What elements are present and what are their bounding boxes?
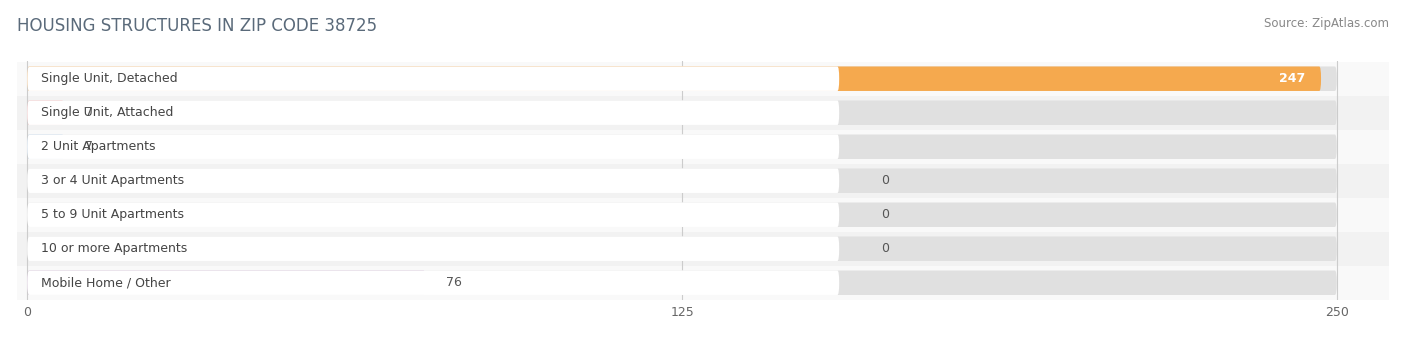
Text: 2 Unit Apartments: 2 Unit Apartments xyxy=(41,140,156,153)
FancyBboxPatch shape xyxy=(27,134,1337,159)
FancyBboxPatch shape xyxy=(27,237,839,261)
Bar xyxy=(17,62,1389,96)
FancyBboxPatch shape xyxy=(27,66,839,91)
FancyBboxPatch shape xyxy=(27,134,65,159)
Text: 247: 247 xyxy=(1279,72,1305,85)
FancyBboxPatch shape xyxy=(27,270,839,295)
Text: Single Unit, Detached: Single Unit, Detached xyxy=(41,72,179,85)
FancyBboxPatch shape xyxy=(27,203,839,227)
Text: Mobile Home / Other: Mobile Home / Other xyxy=(41,276,172,289)
FancyBboxPatch shape xyxy=(27,270,1337,295)
FancyBboxPatch shape xyxy=(27,168,839,193)
Bar xyxy=(17,96,1389,130)
Bar xyxy=(17,232,1389,266)
Text: 5 to 9 Unit Apartments: 5 to 9 Unit Apartments xyxy=(41,208,184,221)
Text: 7: 7 xyxy=(84,140,93,153)
FancyBboxPatch shape xyxy=(27,168,1337,193)
Text: Single Unit, Attached: Single Unit, Attached xyxy=(41,106,174,119)
FancyBboxPatch shape xyxy=(27,270,426,295)
FancyBboxPatch shape xyxy=(27,66,1337,91)
FancyBboxPatch shape xyxy=(27,101,839,125)
Text: HOUSING STRUCTURES IN ZIP CODE 38725: HOUSING STRUCTURES IN ZIP CODE 38725 xyxy=(17,17,377,35)
Bar xyxy=(17,198,1389,232)
Bar xyxy=(17,266,1389,300)
FancyBboxPatch shape xyxy=(27,237,1337,261)
Text: 0: 0 xyxy=(882,174,889,187)
Text: 0: 0 xyxy=(882,242,889,255)
Bar xyxy=(17,164,1389,198)
Text: 7: 7 xyxy=(84,106,93,119)
Text: 76: 76 xyxy=(446,276,463,289)
Text: 0: 0 xyxy=(882,208,889,221)
Text: Source: ZipAtlas.com: Source: ZipAtlas.com xyxy=(1264,17,1389,30)
FancyBboxPatch shape xyxy=(27,101,1337,125)
Text: 3 or 4 Unit Apartments: 3 or 4 Unit Apartments xyxy=(41,174,184,187)
FancyBboxPatch shape xyxy=(27,66,1322,91)
FancyBboxPatch shape xyxy=(27,134,839,159)
FancyBboxPatch shape xyxy=(27,203,1337,227)
FancyBboxPatch shape xyxy=(27,101,65,125)
Text: 10 or more Apartments: 10 or more Apartments xyxy=(41,242,187,255)
Bar xyxy=(17,130,1389,164)
